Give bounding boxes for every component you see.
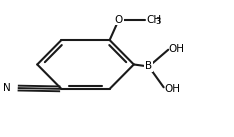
Text: 3: 3 [156,17,161,26]
Text: OH: OH [164,84,180,94]
Text: N: N [3,83,11,93]
Text: CH: CH [146,15,161,25]
Text: O: O [115,15,123,25]
Text: OH: OH [169,44,185,54]
Text: B: B [145,62,152,72]
